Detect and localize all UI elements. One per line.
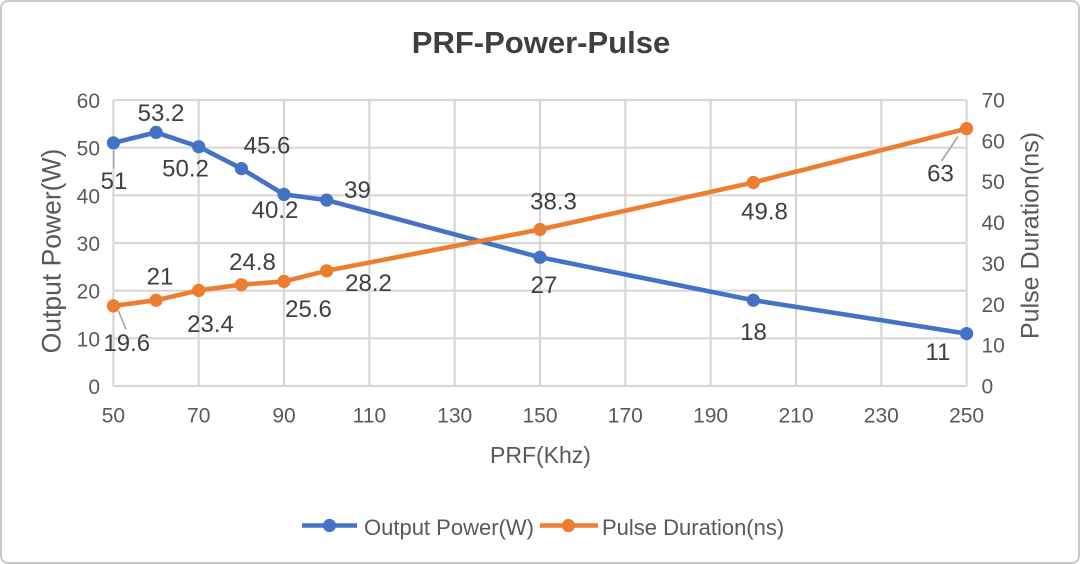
svg-text:Output Power(W): Output Power(W) (364, 515, 534, 540)
svg-text:0: 0 (88, 376, 100, 399)
svg-text:50: 50 (102, 405, 125, 428)
svg-text:PRF(Khz): PRF(Khz) (490, 442, 591, 468)
svg-text:49.8: 49.8 (741, 199, 788, 226)
svg-text:Output Power(W): Output Power(W) (37, 149, 67, 354)
svg-text:40: 40 (77, 185, 100, 208)
svg-text:90: 90 (272, 405, 295, 428)
svg-text:11: 11 (926, 339, 951, 366)
svg-text:60: 60 (982, 130, 1005, 153)
svg-text:70: 70 (187, 405, 210, 428)
svg-text:10: 10 (77, 328, 100, 351)
svg-text:30: 30 (982, 253, 1005, 276)
svg-text:24.8: 24.8 (229, 249, 276, 276)
svg-text:38.3: 38.3 (530, 189, 577, 216)
svg-text:25.6: 25.6 (285, 296, 332, 323)
svg-text:0: 0 (982, 376, 994, 399)
svg-text:63: 63 (927, 161, 954, 188)
svg-text:50: 50 (77, 138, 100, 161)
svg-text:50: 50 (982, 171, 1005, 194)
svg-text:170: 170 (608, 405, 643, 428)
svg-text:30: 30 (77, 233, 100, 256)
svg-text:40.2: 40.2 (252, 197, 299, 224)
svg-text:45.6: 45.6 (244, 133, 291, 160)
svg-text:150: 150 (522, 405, 557, 428)
svg-text:53.2: 53.2 (138, 100, 185, 127)
svg-text:60: 60 (77, 90, 100, 113)
svg-text:28.2: 28.2 (345, 270, 392, 297)
svg-text:20: 20 (982, 294, 1005, 317)
svg-text:21: 21 (147, 264, 174, 291)
svg-text:10: 10 (982, 335, 1005, 358)
svg-text:51: 51 (101, 168, 128, 195)
svg-text:40: 40 (982, 212, 1005, 235)
svg-text:50.2: 50.2 (162, 156, 209, 183)
svg-text:230: 230 (864, 405, 899, 428)
svg-text:18: 18 (740, 319, 767, 346)
svg-text:110: 110 (353, 405, 386, 428)
svg-text:210: 210 (778, 405, 813, 428)
svg-text:70: 70 (982, 90, 1005, 113)
svg-text:39: 39 (344, 177, 371, 204)
svg-text:PRF-Power-Pulse: PRF-Power-Pulse (412, 25, 670, 60)
svg-text:Pulse Duration(ns): Pulse Duration(ns) (1017, 132, 1045, 339)
svg-text:Pulse Duration(ns): Pulse Duration(ns) (602, 515, 784, 540)
svg-text:19.6: 19.6 (103, 330, 150, 357)
svg-text:23.4: 23.4 (187, 311, 234, 338)
svg-text:130: 130 (437, 405, 472, 428)
svg-text:27: 27 (531, 272, 558, 299)
svg-text:190: 190 (693, 405, 728, 428)
svg-text:250: 250 (949, 405, 984, 428)
svg-text:20: 20 (77, 281, 100, 304)
